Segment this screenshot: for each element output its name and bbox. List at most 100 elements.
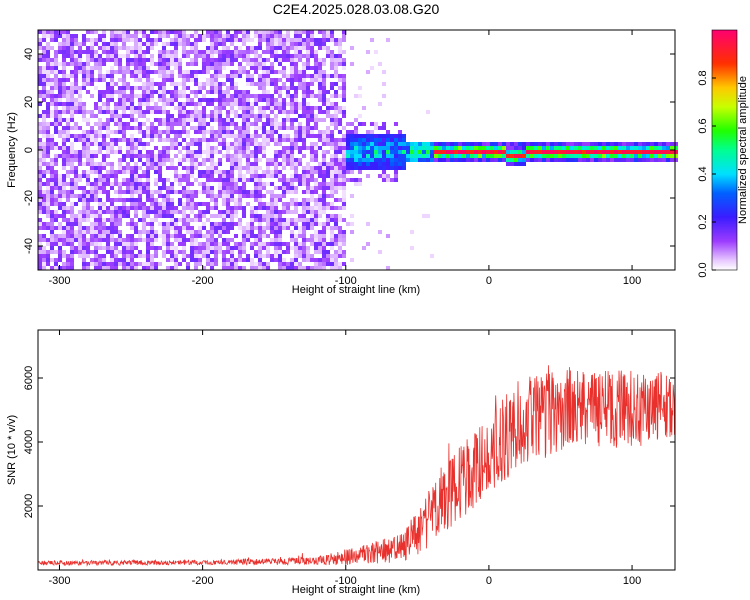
spectrogram-cell [266,254,270,258]
spectrogram-cell [70,62,74,66]
spectrogram-cell [58,206,62,210]
x-tick-label: -100 [335,575,357,587]
spectrogram-cell [298,38,302,42]
spectrogram-cell [98,218,102,222]
spectrogram-cell [258,242,262,246]
spectrogram-cell [270,118,274,122]
spectrogram-cell [302,154,306,158]
spectrogram-cells [38,30,678,270]
spectrogram-cell [318,110,322,114]
spectrogram-cell [98,134,102,138]
spectrogram-cell [594,146,598,150]
spectrogram-cell [214,202,218,206]
spectrogram-cell [374,126,378,130]
spectrogram-cell [270,190,274,194]
spectrogram-cell [86,246,90,250]
spectrogram-cell [338,234,342,238]
spectrogram-cell [310,130,314,134]
x-tick-label: 100 [623,575,641,587]
spectrogram-cell [102,210,106,214]
spectrogram-cell [98,118,102,122]
spectrogram-cell [318,250,322,254]
spectrogram-cell [106,94,110,98]
spectrogram-cell [162,138,166,142]
spectrogram-cell [538,150,542,154]
spectrogram-cell [150,126,154,130]
spectrogram-cell [462,146,466,150]
spectrogram-cell [162,202,166,206]
spectrogram-cell [326,250,330,254]
spectrogram-cell [198,138,202,142]
spectrogram-cell [122,158,126,162]
spectrogram-cell [38,90,42,94]
spectrogram-cell [106,190,110,194]
spectrogram-cell [314,222,318,226]
spectrogram-cell [62,110,66,114]
spectrogram-cell [110,90,114,94]
spectrogram-cell [170,190,174,194]
spectrogram-cell [378,62,382,66]
spectrogram-cell [246,222,250,226]
spectrogram-cell [322,226,326,230]
spectrogram-cell [238,102,242,106]
spectrogram-cell [230,258,234,262]
spectrogram-cell [206,66,210,70]
spectrogram-cell [110,50,114,54]
spectrogram-cell [182,254,186,258]
spectrogram-cell [194,138,198,142]
spectrogram-cell [114,210,118,214]
spectrogram-cell [146,58,150,62]
spectrogram-cell [118,210,122,214]
spectrogram-cell [134,174,138,178]
spectrogram-cell [378,230,382,234]
spectrogram-cell [78,138,82,142]
spectrogram-cell [162,70,166,74]
spectrogram-cell [138,142,142,146]
spectrogram-cell [262,62,266,66]
spectrogram-cell [370,146,374,150]
spectrogram-cell [114,34,118,38]
spectrogram-cell [326,170,330,174]
spectrogram-cell [318,242,322,246]
spectrogram-cell [334,110,338,114]
spectrogram-cell [306,122,310,126]
spectrogram-cell [222,186,226,190]
spectrogram-cell [110,226,114,230]
spectrogram-cell [290,46,294,50]
spectrogram-cell [214,62,218,66]
spectrogram-cell [246,94,250,98]
spectrogram-cell [298,174,302,178]
spectrogram-cell [342,66,346,70]
spectrogram-cell [182,86,186,90]
spectrogram-cell [170,198,174,202]
spectrogram-cell [246,98,250,102]
spectrogram-cell [154,130,158,134]
spectrogram-cell [358,114,362,118]
spectrogram-cell [226,62,230,66]
spectrogram-cell [46,66,50,70]
spectrogram-cell [194,218,198,222]
spectrogram-cell [298,130,302,134]
spectrogram-cell [242,194,246,198]
spectrogram-cell [114,262,118,266]
spectrogram-cell [554,158,558,162]
x-tick-label: -100 [335,275,357,287]
spectrogram-cell [122,82,126,86]
spectrogram-cell [302,78,306,82]
spectrogram-cell [322,90,326,94]
spectrogram-cell [130,38,134,42]
spectrogram-cell [178,90,182,94]
spectrogram-cell [170,258,174,262]
spectrogram-cell [270,210,274,214]
spectrogram-cell [194,150,198,154]
spectrogram-cell [230,50,234,54]
spectrogram-cell [266,234,270,238]
spectrogram-cell [434,158,438,162]
spectrogram-cell [298,250,302,254]
spectrogram-cell [362,146,366,150]
spectrogram-cell [358,150,362,154]
spectrogram-cell [210,174,214,178]
spectrogram-cell [318,134,322,138]
spectrogram-cell [54,142,58,146]
spectrogram-cell [242,142,246,146]
